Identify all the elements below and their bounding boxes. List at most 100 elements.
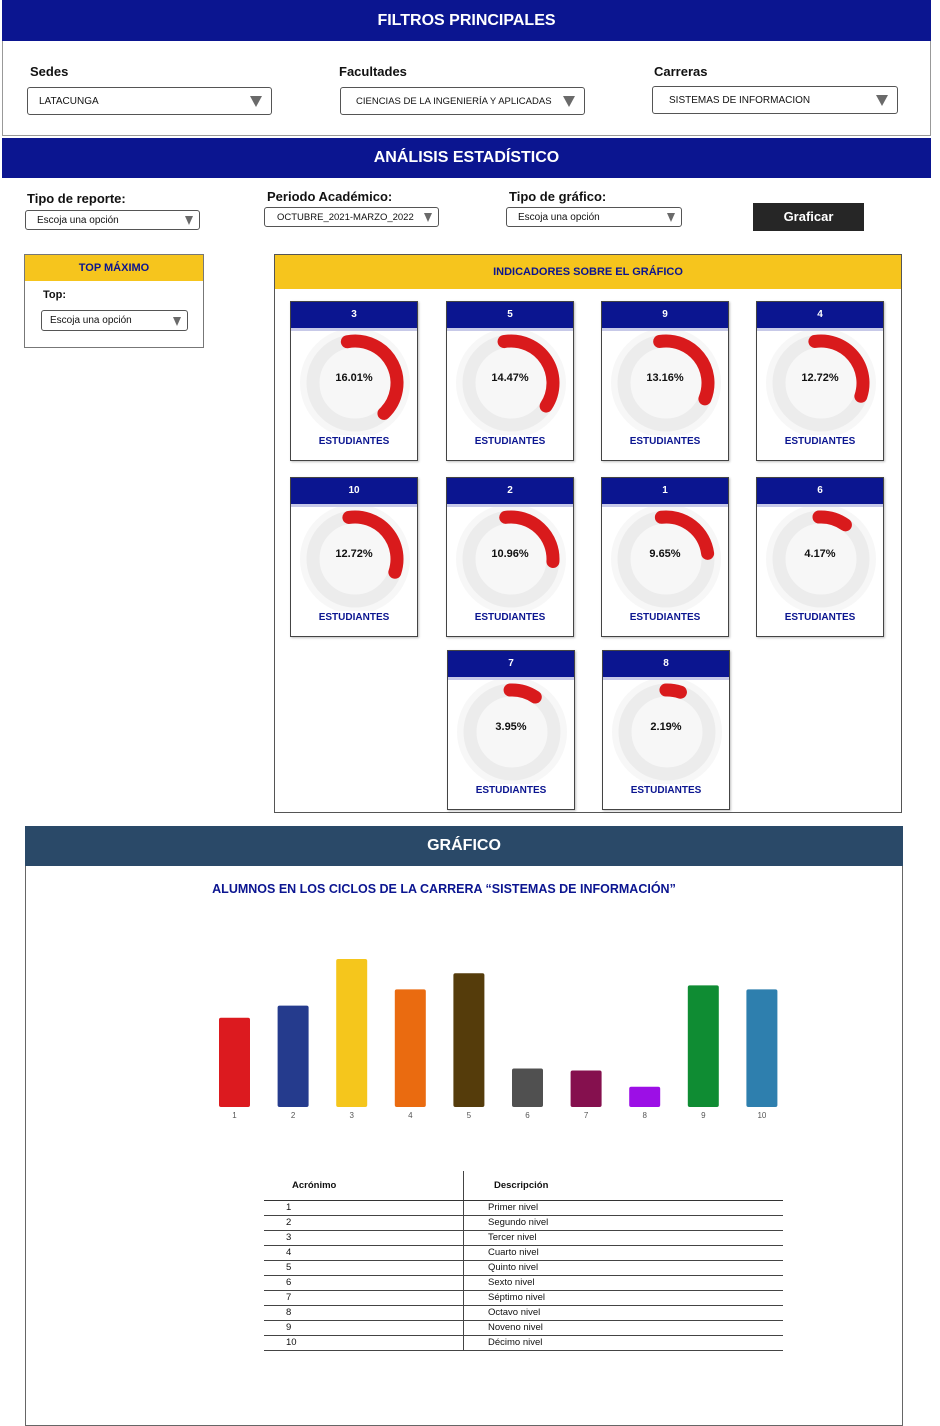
indicator-card-level: 1 xyxy=(602,478,728,507)
indicator-card-level: 7 xyxy=(448,651,574,680)
periodo-select[interactable]: OCTUBRE_2021-MARZO_2022 xyxy=(264,207,439,227)
x-tick-label: 10 xyxy=(757,1111,766,1120)
indicator-card-footer: ESTUDIANTES xyxy=(318,612,390,623)
donut-value-arc xyxy=(497,334,560,413)
indicator-card: 9 13.16% ESTUDIANTES xyxy=(601,301,729,461)
table-header-acronimo: Acrónimo xyxy=(264,1171,464,1201)
indicator-card-footer: ESTUDIANTES xyxy=(474,436,546,447)
table-cell-descripcion: Octavo nivel xyxy=(463,1305,783,1321)
indicator-card-percent: 16.01% xyxy=(335,372,373,384)
indicator-card: 8 2.19% ESTUDIANTES xyxy=(602,650,730,810)
indicator-card: 10 12.72% ESTUDIANTES xyxy=(290,477,418,637)
carreras-label: Carreras xyxy=(654,64,708,79)
bar-9 xyxy=(687,985,719,1107)
sedes-label: Sedes xyxy=(30,64,69,79)
grafico-header-title: GRÁFICO xyxy=(427,837,501,854)
chevron-down-icon xyxy=(424,212,432,222)
indicator-card-footer: ESTUDIANTES xyxy=(629,612,701,623)
facultades-select[interactable]: CIENCIAS DE LA INGENIERÍA Y APLICADAS xyxy=(340,87,585,115)
top-maximo-title: TOP MÁXIMO xyxy=(78,262,150,274)
top-select[interactable]: Escoja una opción xyxy=(41,310,188,331)
tipo-reporte-value: Escoja una opción xyxy=(37,214,119,226)
table-row: 8 Octavo nivel xyxy=(264,1305,783,1321)
donut-value-arc xyxy=(499,510,560,568)
indicator-card-footer: ESTUDIANTES xyxy=(474,612,546,623)
table-cell-acronimo: 5 xyxy=(264,1260,464,1276)
indicator-card: 4 12.72% ESTUDIANTES xyxy=(756,301,884,461)
table-cell-descripcion: Décimo nivel xyxy=(463,1335,783,1351)
bar-4 xyxy=(394,989,426,1107)
table-row: 5 Quinto nivel xyxy=(264,1260,783,1276)
table-row: 3 Tercer nivel xyxy=(264,1230,783,1246)
donut-value-arc xyxy=(653,334,715,406)
table-cell-descripcion: Primer nivel xyxy=(463,1200,783,1216)
facultades-label: Facultades xyxy=(339,64,407,79)
carreras-select[interactable]: SISTEMAS DE INFORMACION xyxy=(652,86,898,114)
periodo-label: Periodo Académico: xyxy=(267,189,393,204)
indicator-card-footer: ESTUDIANTES xyxy=(784,612,856,623)
x-tick-label: 7 xyxy=(584,1111,589,1120)
indicator-card-percent: 12.72% xyxy=(801,372,839,384)
carreras-value: SISTEMAS DE INFORMACION xyxy=(669,94,811,106)
indicator-card: 5 14.47% ESTUDIANTES xyxy=(446,301,574,461)
table-cell-acronimo: 4 xyxy=(264,1245,464,1261)
table-cell-descripcion: Cuarto nivel xyxy=(463,1245,783,1261)
indicator-card-level: 4 xyxy=(757,302,883,331)
x-tick-label: 6 xyxy=(525,1111,530,1120)
indicator-card: 6 4.17% ESTUDIANTES xyxy=(756,477,884,637)
bar-5 xyxy=(453,973,485,1107)
indicator-card: 3 16.01% ESTUDIANTES xyxy=(290,301,418,461)
chevron-down-icon xyxy=(563,96,575,108)
indicator-card-percent: 10.96% xyxy=(491,548,529,560)
x-tick-label: 1 xyxy=(232,1111,237,1120)
top-maximo-panel: TOP MÁXIMO xyxy=(24,254,204,348)
donut-gauge xyxy=(300,331,410,435)
table-cell-acronimo: 7 xyxy=(264,1290,464,1306)
table-row: 9 Noveno nivel xyxy=(264,1320,783,1336)
table-row: 1 Primer nivel xyxy=(264,1200,783,1216)
table-cell-acronimo: 10 xyxy=(264,1335,464,1351)
donut-value-arc xyxy=(654,510,715,560)
top-maximo-header: TOP MÁXIMO xyxy=(25,255,203,281)
table-cell-acronimo: 8 xyxy=(264,1305,464,1321)
table-header-descripcion: Descripción xyxy=(463,1171,783,1201)
chevron-down-icon xyxy=(173,316,181,326)
chart-title: ALUMNOS EN LOS CICLOS DE LA CARRERA “SIS… xyxy=(212,882,676,896)
table-cell-descripcion: Quinto nivel xyxy=(463,1260,783,1276)
donut-gauge xyxy=(456,507,566,611)
table-cell-descripcion: Noveno nivel xyxy=(463,1320,783,1336)
chevron-down-icon xyxy=(185,215,193,225)
donut-gauge xyxy=(611,331,721,435)
indicadores-header: INDICADORES SOBRE EL GRÁFICO xyxy=(275,255,901,289)
tipo-reporte-label: Tipo de reporte: xyxy=(27,191,126,206)
indicadores-title: INDICADORES SOBRE EL GRÁFICO xyxy=(493,266,683,278)
graficar-button[interactable]: Graficar xyxy=(753,203,864,231)
indicator-card-percent: 12.72% xyxy=(335,548,373,560)
indicadores-panel: INDICADORES SOBRE EL GRÁFICO xyxy=(274,254,902,813)
donut-gauge xyxy=(457,680,567,784)
indicator-card-percent: 4.17% xyxy=(804,548,836,560)
tipo-reporte-select[interactable]: Escoja una opción xyxy=(25,210,200,230)
indicator-card-percent: 9.65% xyxy=(649,548,681,560)
table-cell-acronimo: 3 xyxy=(264,1230,464,1246)
top-label: Top: xyxy=(43,289,67,301)
table-row: 10 Décimo nivel xyxy=(264,1335,783,1351)
tipo-grafico-select[interactable]: Escoja una opción xyxy=(506,207,682,227)
donut-gauge xyxy=(456,331,566,435)
indicator-card: 2 10.96% ESTUDIANTES xyxy=(446,477,574,637)
chevron-down-icon xyxy=(876,95,888,107)
indicator-card: 1 9.65% ESTUDIANTES xyxy=(601,477,729,637)
bar-10 xyxy=(746,989,778,1107)
donut-value-arc xyxy=(342,510,404,579)
bar-3 xyxy=(336,959,368,1107)
table-cell-acronimo: 6 xyxy=(264,1275,464,1291)
graficar-label: Graficar xyxy=(783,209,834,224)
x-tick-label: 4 xyxy=(408,1111,413,1120)
donut-value-arc xyxy=(659,683,687,699)
chevron-down-icon xyxy=(250,96,262,108)
sedes-select[interactable]: LATACUNGA xyxy=(27,87,272,115)
indicator-card-level: 6 xyxy=(757,478,883,507)
filtros-header: FILTROS PRINCIPALES xyxy=(2,0,931,41)
donut-value-arc xyxy=(808,334,870,403)
analisis-title: ANÁLISIS ESTADÍSTICO xyxy=(373,149,560,166)
